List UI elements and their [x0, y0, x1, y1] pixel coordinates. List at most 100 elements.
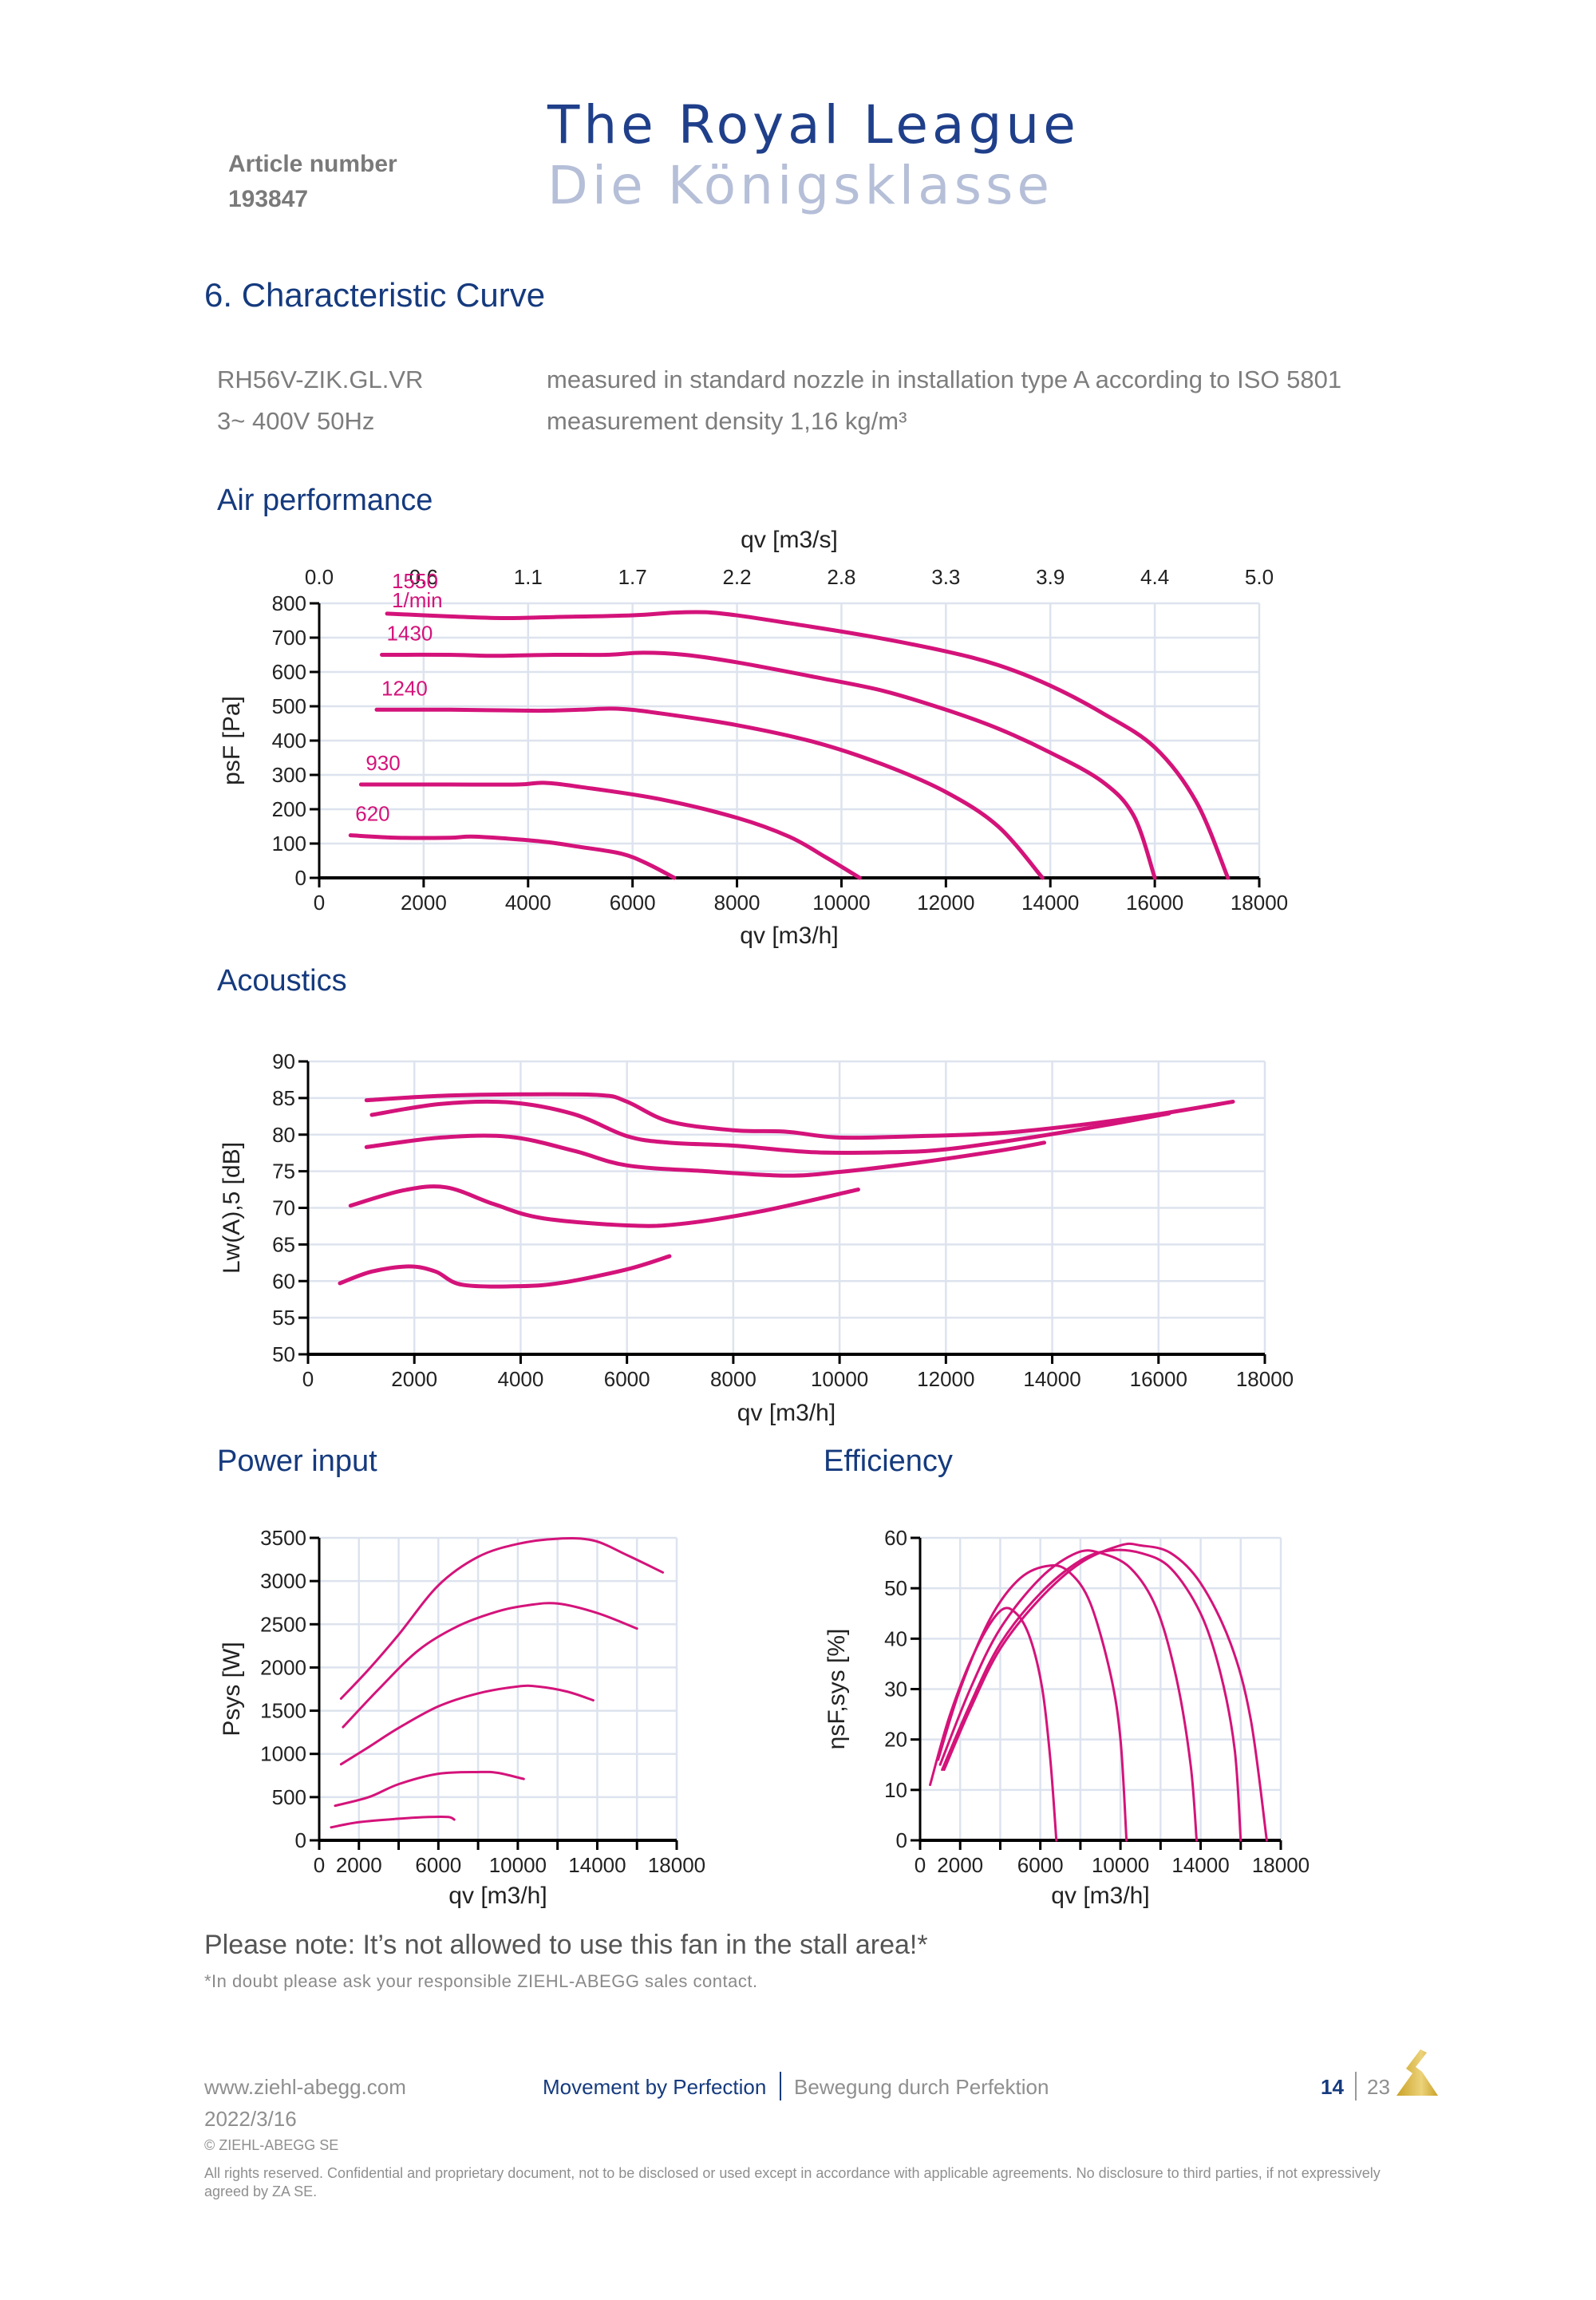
x2-tick-label: 1.7 — [618, 565, 647, 589]
power-series-1430 — [342, 1602, 638, 1729]
x-tick-label: 0 — [314, 1853, 325, 1877]
acoustics-series-1430 — [369, 1099, 1171, 1156]
y-tick-label: 75 — [272, 1160, 295, 1184]
y-tick-label: 500 — [272, 694, 306, 718]
air-series-1550 — [385, 610, 1231, 880]
efficiency-series-1240 — [938, 1549, 1199, 1842]
y-tick-label: 3000 — [260, 1569, 306, 1593]
y-tick-label: 60 — [884, 1526, 907, 1550]
power-series-1240 — [339, 1684, 595, 1766]
y-tick-label: 85 — [272, 1086, 295, 1110]
power-series-1550 — [339, 1537, 665, 1700]
y-axis-label: ηsF,sys [%] — [824, 1629, 850, 1750]
x-tick-label: 2000 — [391, 1367, 437, 1391]
x-axis-label: qv [m3/h] — [1051, 1883, 1149, 1909]
x-tick-label: 10000 — [811, 1367, 868, 1391]
power-chart-group: 0 2000 6000 10000 14000 18000 0 500 1000 1500 2000… — [219, 1526, 705, 1909]
x-tick-label: 16000 — [1126, 891, 1183, 915]
article-number-label: Article number 193847 — [228, 147, 397, 217]
page-current: 14 — [1321, 2075, 1344, 2099]
curve-label-1550: 1550 — [392, 569, 438, 593]
x2-axis-label: qv [m3/s] — [741, 527, 838, 553]
y-tick-label: 100 — [272, 832, 306, 856]
x-tick-label: 10000 — [812, 891, 870, 915]
footer-slogan-de: Bewegung durch Perfektion — [794, 2075, 1049, 2099]
y-tick-label: 1000 — [260, 1742, 306, 1766]
y-axis-label: psF [Pa] — [219, 696, 245, 785]
y-tick-label: 50 — [272, 1342, 295, 1366]
x-axis-label: qv [m3/h] — [737, 1400, 836, 1426]
y-tick-label: 0 — [896, 1828, 907, 1852]
x-tick-label: 4000 — [498, 1367, 544, 1391]
x-tick-label: 6000 — [604, 1367, 650, 1391]
x-axis-label: qv [m3/h] — [740, 923, 838, 949]
x-tick-label: 14000 — [568, 1853, 626, 1877]
y-tick-label: 800 — [272, 591, 306, 615]
x-tick-label: 8000 — [710, 1367, 757, 1391]
x-axis-label: qv [m3/h] — [448, 1883, 547, 1909]
x-tick-label: 12000 — [917, 1367, 974, 1391]
x-tick-label: 2000 — [401, 891, 447, 915]
curve-unit-label: 1/min — [392, 588, 443, 612]
page-total: 23 — [1367, 2075, 1390, 2099]
y-tick-label: 200 — [272, 797, 306, 821]
article-number-value: 193847 — [228, 186, 309, 212]
x2-tick-label: 2.8 — [827, 565, 855, 589]
y-axis-label: Lw(A),5 [dB] — [219, 1142, 245, 1274]
stall-warning: Please note: It’s not allowed to use thi… — [204, 1930, 928, 1960]
footer-website[interactable]: www.ziehl-abegg.com — [204, 2075, 406, 2099]
subtitle-air-performance: Air performance — [217, 484, 433, 517]
air-chart-group: 0 2000 4000 6000 8000 10000 12000 14000 16000 180… — [219, 527, 1288, 949]
air-series-930 — [358, 780, 862, 880]
y-tick-label: 3500 — [260, 1526, 306, 1550]
x-tick-label: 6000 — [610, 891, 656, 915]
power-series-620 — [330, 1815, 456, 1829]
x-tick-label: 14000 — [1023, 1367, 1080, 1391]
x-tick-label: 18000 — [648, 1853, 705, 1877]
x2-tick-label: 0.6 — [409, 565, 438, 589]
x-tick-label: 0 — [314, 891, 325, 915]
air-series-620 — [348, 833, 677, 880]
efficiency-series-1550 — [942, 1542, 1268, 1842]
y-tick-label: 40 — [884, 1626, 907, 1650]
footer-copyright: © ZIEHL-ABEGG SE — [204, 2137, 339, 2153]
y-tick-label: 700 — [272, 626, 306, 650]
footer-slogan-en: Movement by Perfection — [543, 2075, 767, 2099]
y-tick-label: 55 — [272, 1306, 295, 1330]
y-tick-label: 30 — [884, 1678, 907, 1701]
y-tick-label: 1500 — [260, 1699, 306, 1723]
x-tick-label: 18000 — [1236, 1367, 1294, 1391]
y-tick-label: 90 — [272, 1049, 295, 1073]
x2-tick-label: 5.0 — [1245, 565, 1274, 589]
curve-label-620: 620 — [355, 802, 389, 826]
section-title: 6. Characteristic Curve — [204, 276, 546, 314]
spec-voltage: 3~ 400V 50Hz — [217, 407, 375, 435]
subtitle-acoustics: Acoustics — [217, 964, 347, 998]
footer-divider — [780, 2072, 781, 2100]
subtitle-power-input: Power input — [217, 1444, 377, 1478]
brand-title-en: The Royal League — [547, 94, 1080, 156]
y-tick-label: 500 — [272, 1785, 306, 1809]
x2-tick-label: 0.0 — [305, 565, 334, 589]
x2-tick-label: 1.1 — [514, 565, 543, 589]
power-series-930 — [334, 1770, 525, 1808]
article-label-text: Article number — [228, 151, 397, 177]
footer-disclaimer: All rights reserved. Confidential and pr… — [204, 2165, 1381, 2199]
x2-tick-label: 3.9 — [1036, 565, 1065, 589]
acoustics-series-620 — [338, 1254, 672, 1289]
x-tick-label: 18000 — [1231, 891, 1288, 915]
x-tick-label: 0 — [302, 1367, 314, 1391]
x-tick-label: 4000 — [505, 891, 551, 915]
y-tick-label: 80 — [272, 1123, 295, 1147]
spec-model: RH56V-ZIK.GL.VR — [217, 366, 424, 393]
x2-tick-label: 2.2 — [722, 565, 751, 589]
x-tick-label: 12000 — [917, 891, 974, 915]
y-tick-label: 600 — [272, 660, 306, 684]
x-tick-label: 18000 — [1252, 1853, 1310, 1877]
subtitle-efficiency: Efficiency — [824, 1444, 953, 1478]
brand-title-de: Die Königsklasse — [547, 155, 1053, 216]
air-series-1430 — [380, 650, 1157, 880]
acoustics-series-930 — [348, 1184, 860, 1228]
y-tick-label: 300 — [272, 763, 306, 787]
x-tick-label: 0 — [915, 1853, 926, 1877]
